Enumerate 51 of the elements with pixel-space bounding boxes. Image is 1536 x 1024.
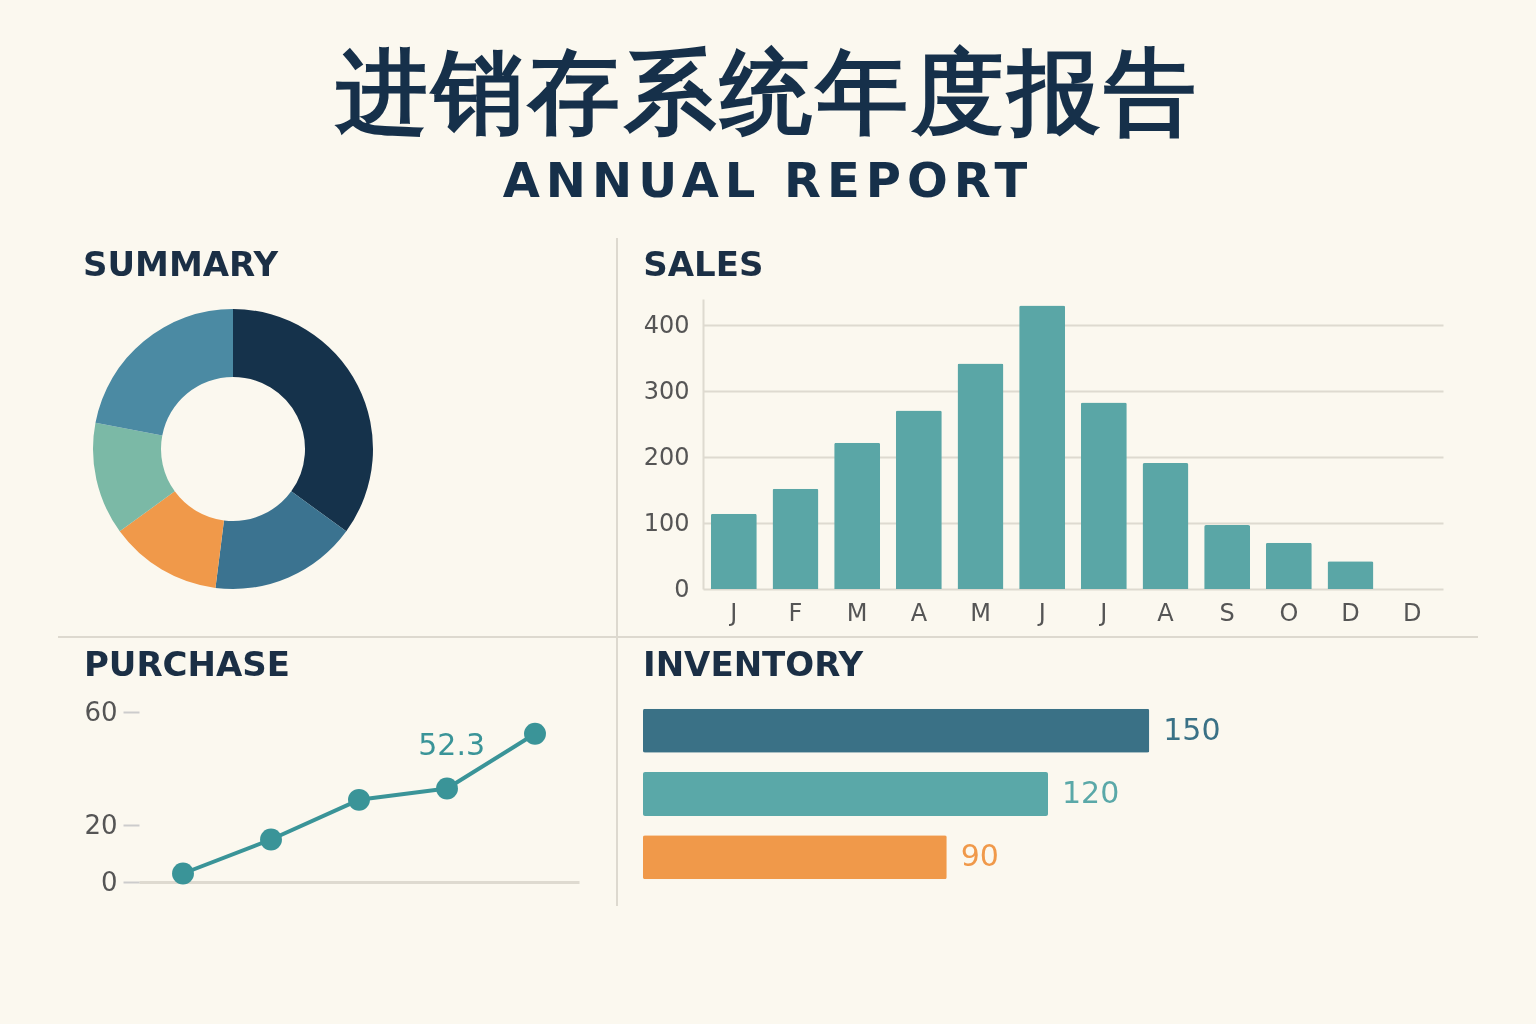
bar bbox=[1204, 524, 1251, 589]
bar bbox=[1327, 561, 1374, 589]
y-tick-label: 0 bbox=[674, 574, 690, 603]
data-label: 150 bbox=[1163, 711, 1221, 747]
chart-title: SUMMARY bbox=[83, 243, 279, 284]
data-label: 120 bbox=[1062, 774, 1120, 810]
bar bbox=[710, 513, 757, 589]
bar bbox=[1265, 542, 1312, 589]
chart-title: SALES bbox=[643, 243, 764, 284]
point bbox=[348, 788, 370, 811]
donut-slice bbox=[119, 491, 224, 588]
bar bbox=[1019, 305, 1066, 589]
bar bbox=[895, 410, 942, 589]
point bbox=[172, 862, 194, 885]
y-tick-label: 400 bbox=[643, 310, 690, 339]
y-tick-label: 20 bbox=[84, 809, 118, 840]
bar bbox=[957, 363, 1004, 589]
bar bbox=[1142, 462, 1189, 589]
data-label: 52.3 bbox=[418, 726, 485, 762]
text: ANNUAL REPORT bbox=[501, 151, 1035, 208]
donut-slice bbox=[93, 422, 175, 532]
x-tick-label: J bbox=[728, 598, 738, 627]
y-tick-label: 100 bbox=[643, 508, 690, 537]
donut-slice bbox=[215, 491, 347, 589]
point bbox=[524, 722, 546, 745]
x-tick-label: S bbox=[1219, 598, 1235, 627]
x-tick-label: D bbox=[1341, 598, 1360, 627]
x-tick-label: M bbox=[846, 598, 868, 627]
x-tick-label: M bbox=[970, 598, 991, 627]
y-tick-label: 60 bbox=[84, 696, 118, 727]
bar bbox=[772, 488, 819, 589]
text: 进销存系统年度报告 bbox=[333, 39, 1201, 146]
point bbox=[260, 828, 282, 851]
x-tick-label: J bbox=[1098, 598, 1108, 627]
x-tick-label: A bbox=[910, 598, 928, 627]
bar bbox=[1080, 402, 1127, 589]
x-tick-label: A bbox=[1157, 598, 1175, 627]
x-tick-label: F bbox=[788, 598, 803, 627]
y-tick-label: 200 bbox=[643, 442, 690, 471]
point bbox=[436, 777, 458, 800]
data-label: 90 bbox=[960, 838, 999, 874]
donut-slice bbox=[233, 308, 373, 532]
bar bbox=[834, 442, 881, 589]
x-tick-label: O bbox=[1279, 598, 1299, 627]
y-tick-label: 0 bbox=[100, 866, 118, 897]
y-tick-label: 300 bbox=[643, 376, 690, 405]
x-tick-label: D bbox=[1402, 598, 1422, 627]
chart-title: PURCHASE bbox=[83, 643, 291, 684]
chart-title: INVENTORY bbox=[643, 643, 864, 684]
donut-slice bbox=[95, 308, 233, 436]
x-tick-label: J bbox=[1036, 598, 1046, 627]
